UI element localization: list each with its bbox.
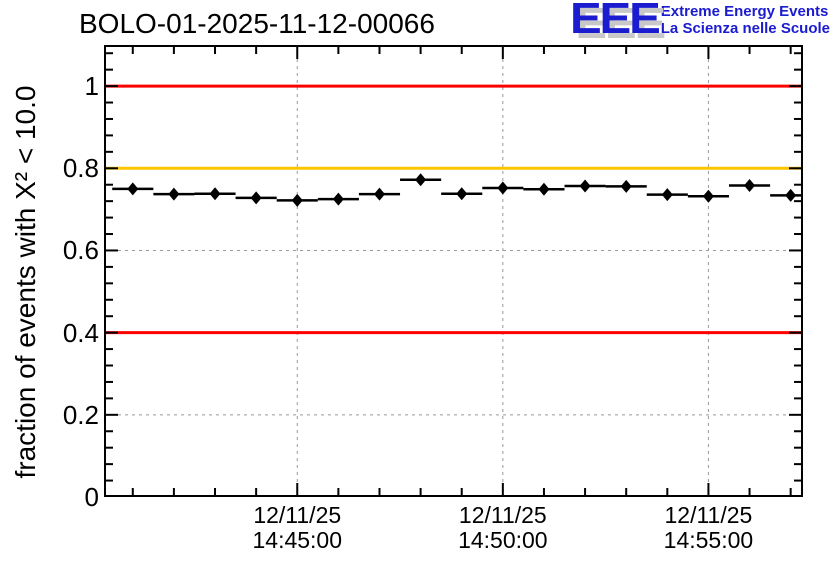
- data-point-marker: [702, 189, 714, 203]
- data-point-marker: [209, 187, 221, 201]
- y-tick-label: 0.4: [62, 317, 99, 348]
- chart-title: BOLO-01-2025-11-12-00066: [79, 8, 435, 39]
- x-tick-date: 12/11/25: [458, 502, 547, 528]
- x-tick-date: 12/11/25: [664, 502, 753, 528]
- data-point-marker: [456, 187, 468, 201]
- data-point-marker: [415, 173, 427, 187]
- plot-area: [104, 45, 803, 497]
- eee-logo-acronym: EEE: [569, 0, 661, 43]
- x-tick-label: 12/11/25 14:50:00: [413, 503, 593, 553]
- x-tick-date: 12/11/25: [253, 502, 342, 528]
- y-tick-label: 0: [84, 482, 99, 512]
- x-tick-time: 14:55:00: [663, 527, 754, 553]
- eee-logo-line2: La Scienza nelle Scuole: [660, 20, 830, 37]
- x-tick-time: 14:45:00: [252, 527, 343, 553]
- data-point-marker: [332, 192, 344, 206]
- x-tick-label: 12/11/25 14:55:00: [618, 503, 798, 553]
- data-point-marker: [373, 187, 385, 201]
- data-point-marker: [744, 179, 756, 193]
- data-point-marker: [250, 191, 262, 205]
- data-point-marker: [785, 188, 797, 202]
- data-point-marker: [620, 179, 632, 193]
- data-point-marker: [168, 187, 180, 201]
- y-tick-label: 0.6: [62, 235, 99, 266]
- eee-logo: EEE Extreme Energy Events La Scienza nel…: [569, 0, 830, 43]
- eee-logo-line1: Extreme Energy Events: [660, 3, 829, 20]
- data-point-marker: [661, 188, 673, 202]
- data-point-marker: [579, 179, 591, 193]
- plot-frame: [104, 45, 803, 497]
- data-point-marker: [291, 193, 303, 207]
- data-point-marker: [127, 182, 139, 196]
- x-tick-label: 12/11/25 14:45:00: [207, 503, 387, 553]
- y-tick-label: 0.2: [62, 399, 99, 430]
- x-tick-time: 14:50:00: [458, 527, 548, 553]
- y-tick-label: 1: [84, 71, 99, 102]
- data-point-marker: [497, 181, 509, 195]
- data-point-marker: [538, 182, 550, 196]
- y-tick-label: 0.8: [62, 153, 99, 184]
- eee-logo-text: Extreme Energy Events La Scienza nelle S…: [661, 2, 830, 37]
